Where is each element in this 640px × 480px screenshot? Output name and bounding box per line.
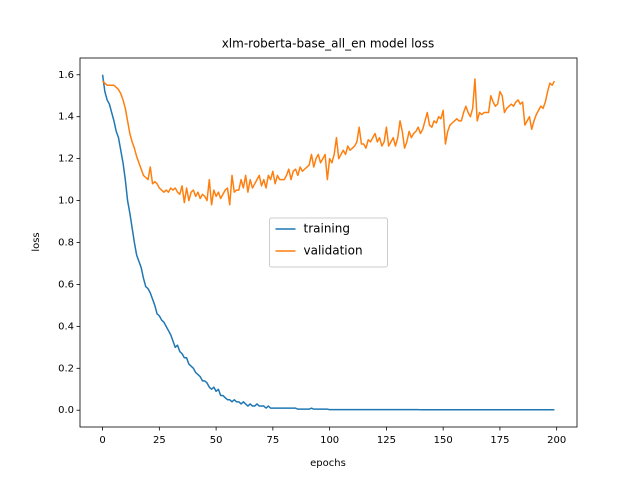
y-tick-label: 1.6 [58,70,74,81]
y-axis-label: loss [31,232,42,251]
x-tick-label: 50 [210,435,223,446]
legend-label: training [304,222,351,236]
series-line [102,78,556,206]
x-tick-label: 0 [99,435,105,446]
x-tick-label: 100 [320,435,339,446]
y-tick-label: 1.0 [58,196,74,207]
series-line [101,74,555,411]
y-tick-label: 0.2 [58,363,74,374]
x-tick-label: 150 [434,435,453,446]
x-axis-label: epochs [310,458,346,469]
x-tick-label: 125 [377,435,396,446]
legend-label: validation [304,244,363,258]
legend-box [269,217,388,268]
y-tick-label: 0.6 [58,279,74,290]
x-tick-label: 175 [490,435,509,446]
x-tick-label: 200 [547,435,566,446]
y-tick-label: 0.0 [58,405,74,416]
y-tick-label: 0.8 [58,238,74,249]
x-tick-label: 25 [153,435,166,446]
y-tick-label: 0.4 [58,321,74,332]
x-tick-label: 75 [267,435,280,446]
chart-title: xlm-roberta-base_all_en model loss [222,37,435,51]
y-tick-label: 1.2 [58,154,74,165]
axes-frame [79,57,578,428]
y-tick-label: 1.4 [58,112,74,123]
